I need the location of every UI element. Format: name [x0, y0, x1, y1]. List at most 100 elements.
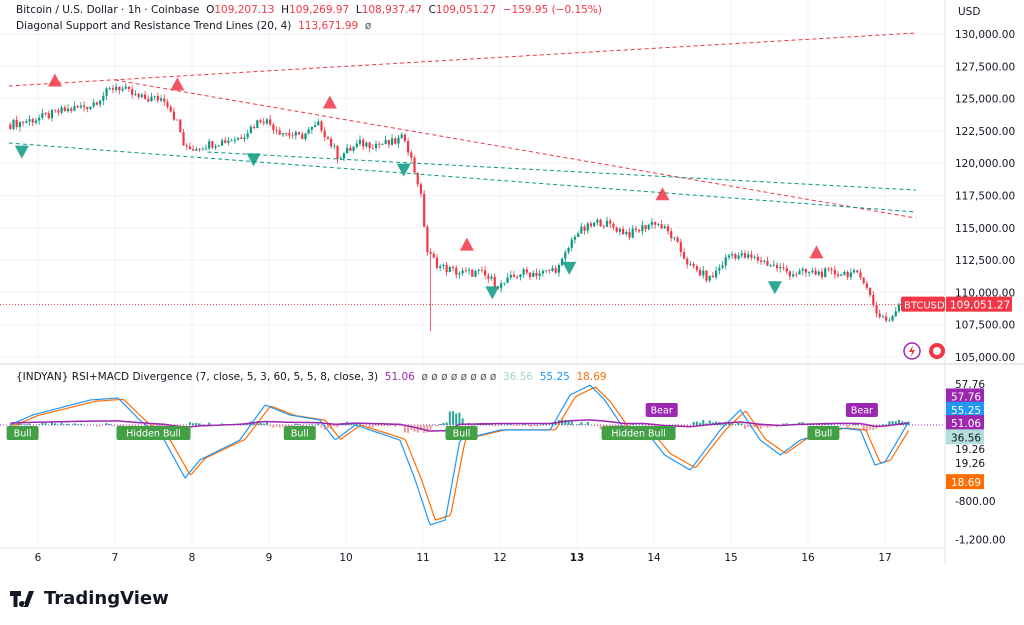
- oscillator-legend[interactable]: {INDYAN} RSI+MACD Divergence (7, close, …: [16, 371, 607, 383]
- candle: [660, 220, 663, 230]
- close-label: C: [428, 4, 436, 16]
- candle: [881, 314, 885, 319]
- candle: [852, 268, 856, 275]
- osc-histogram-bar: [358, 424, 361, 425]
- osc-histogram-bar: [429, 425, 432, 430]
- price-tick-label: 120,000.00: [955, 158, 1015, 170]
- osc-histogram-bar: [352, 422, 355, 425]
- osc-histogram-bar: [606, 425, 609, 427]
- bull-signal-label: Bull: [807, 426, 840, 440]
- candle: [654, 221, 657, 230]
- alert-flash-icon[interactable]: [903, 342, 921, 360]
- trend-line[interactable]: [114, 79, 916, 219]
- osc-histogram-bar: [426, 425, 429, 433]
- candle: [525, 266, 528, 275]
- osc-histogram-bar: [269, 425, 272, 427]
- candle: [519, 273, 522, 281]
- candle: [265, 117, 269, 125]
- candle: [150, 92, 153, 102]
- trend-line[interactable]: [8, 142, 916, 213]
- trend-line[interactable]: [8, 32, 916, 87]
- candle: [426, 224, 429, 256]
- candle: [278, 126, 281, 136]
- candle: [333, 143, 336, 150]
- osc-tick-label: -800.00: [955, 496, 996, 508]
- candle: [509, 270, 512, 280]
- candle: [814, 267, 817, 276]
- osc-histogram-bar: [378, 425, 381, 426]
- osc-histogram-bar: [705, 423, 708, 425]
- candle: [792, 270, 795, 278]
- osc-histogram-bar: [743, 425, 746, 429]
- candle: [840, 273, 843, 276]
- candle: [836, 270, 840, 279]
- candle: [682, 247, 686, 260]
- candle: [358, 135, 362, 146]
- osc-histogram-bar: [785, 423, 788, 425]
- high-label: H: [281, 4, 290, 16]
- currency-label[interactable]: USD: [958, 6, 981, 18]
- osc-histogram-bar: [291, 425, 294, 426]
- osc-value-tag: [946, 415, 984, 431]
- candle: [605, 216, 609, 228]
- candle: [634, 226, 638, 233]
- chart-canvas[interactable]: 105,000.00 107,500.00 110,000.00 112,500.00…: [0, 0, 1024, 580]
- tradingview-logo[interactable]: TradingView: [10, 588, 169, 609]
- candle: [169, 104, 172, 113]
- osc-histogram-bar: [727, 422, 730, 425]
- price-tick-label: 127,500.00: [955, 61, 1015, 73]
- candle: [759, 256, 763, 266]
- support-triangle-icon: [396, 163, 411, 177]
- osc-histogram-bar: [638, 425, 641, 426]
- osc-histogram-bar: [28, 423, 31, 425]
- resistance-triangle-icon: [655, 187, 670, 201]
- candle: [564, 249, 567, 264]
- osc-histogram-bar: [452, 411, 455, 425]
- candle: [111, 84, 115, 94]
- osc-histogram-bar: [349, 423, 352, 425]
- osc-histogram-bar: [323, 425, 326, 430]
- osc-histogram-bar: [593, 425, 596, 427]
- osc-histogram-bar: [599, 425, 602, 430]
- candle: [272, 122, 275, 135]
- candle: [721, 261, 724, 270]
- candle: [166, 99, 169, 110]
- indicator-legend[interactable]: Diagonal Support and Resistance Trend Li…: [16, 20, 371, 32]
- osc-histogram-bar: [301, 425, 304, 427]
- price-tick-label: 125,000.00: [955, 94, 1015, 106]
- osc-signal-line: [10, 386, 910, 521]
- osc-histogram-bar: [695, 421, 698, 425]
- osc-histogram-bar: [355, 423, 358, 425]
- osc-histogram-bar: [44, 423, 47, 425]
- osc-histogram-bar: [47, 425, 50, 426]
- candle: [102, 91, 105, 106]
- candle: [750, 250, 753, 261]
- candle: [808, 271, 811, 277]
- osc-histogram-bar: [455, 413, 458, 425]
- candle: [779, 263, 782, 273]
- resistance-triangle-icon: [47, 73, 62, 87]
- candle: [686, 256, 689, 269]
- osc-value-2: 36.56: [503, 371, 534, 383]
- candle: [522, 267, 525, 278]
- candle: [625, 229, 628, 237]
- candle: [374, 140, 378, 152]
- indicator-value: 113,671.99: [298, 20, 359, 32]
- candle: [817, 269, 820, 277]
- candle: [400, 132, 403, 140]
- candle: [644, 225, 647, 233]
- candle: [390, 134, 394, 147]
- osc-histogram-bar: [487, 424, 490, 425]
- osc-histogram-bar: [38, 424, 41, 425]
- time-tick-label: 11: [416, 552, 429, 564]
- osc-value-tag-text: 57.76: [951, 391, 981, 403]
- candle: [435, 254, 439, 270]
- osc-histogram-bar: [22, 424, 25, 425]
- candle: [34, 117, 38, 125]
- support-triangle-icon: [246, 153, 261, 167]
- svg-text:Hidden Bull: Hidden Bull: [611, 429, 666, 440]
- candle: [467, 267, 471, 275]
- candle: [249, 124, 253, 134]
- candle: [179, 119, 182, 133]
- trend-line[interactable]: [207, 151, 916, 191]
